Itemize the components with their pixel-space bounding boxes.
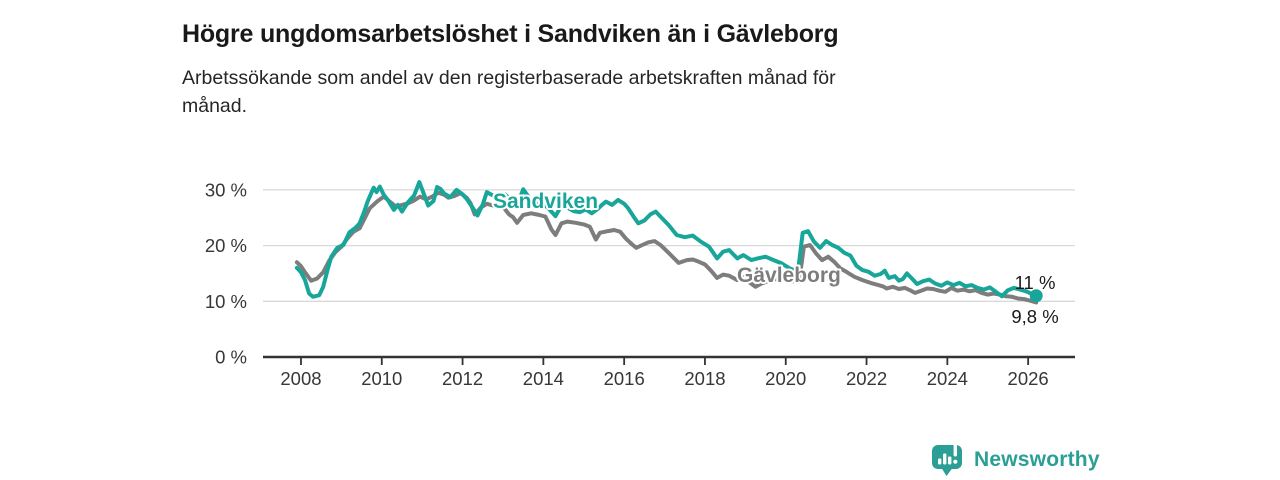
chart-subtitle: Arbetssökande som andel av den registerb… [182,64,836,120]
x-tick-label: 2008 [280,368,321,389]
end-value-annotation: 11 % [1015,272,1056,293]
x-tick-label: 2018 [684,368,725,389]
x-tick-label: 2014 [523,368,564,389]
series-line-sandviken [294,180,1039,299]
newsworthy-logo-icon [932,443,962,476]
x-tick-label: 2024 [927,368,968,389]
x-tick-label: 2010 [361,368,402,389]
x-tick-label: 2016 [604,368,645,389]
y-tick-label: 10 % [205,291,247,312]
y-tick-label: 0 % [215,347,247,368]
series-line-gävleborg [294,190,1039,305]
x-tick-label: 2026 [1008,368,1049,389]
chart-title: Högre ungdomsarbetslöshet i Sandviken än… [182,19,839,48]
end-value-annotation: 9,8 % [1011,306,1058,327]
newsworthy-wordmark: Newsworthy [974,448,1100,471]
series-label-sandviken: Sandviken [493,190,598,213]
x-tick-label: 2022 [846,368,887,389]
series-end-dot-sandviken [1029,289,1043,303]
chart-subtitle-line1: Arbetssökande som andel av den registerb… [182,67,836,89]
y-tick-label: 30 % [205,179,247,200]
x-tick-label: 2020 [765,368,806,389]
y-tick-label: 20 % [205,235,247,256]
series-label-gävleborg: Gävleborg [737,264,841,287]
newsworthy-branding: Newsworthy [931,443,1100,477]
chart-subtitle-line2: månad. [182,95,248,117]
x-tick-label: 2012 [442,368,483,389]
